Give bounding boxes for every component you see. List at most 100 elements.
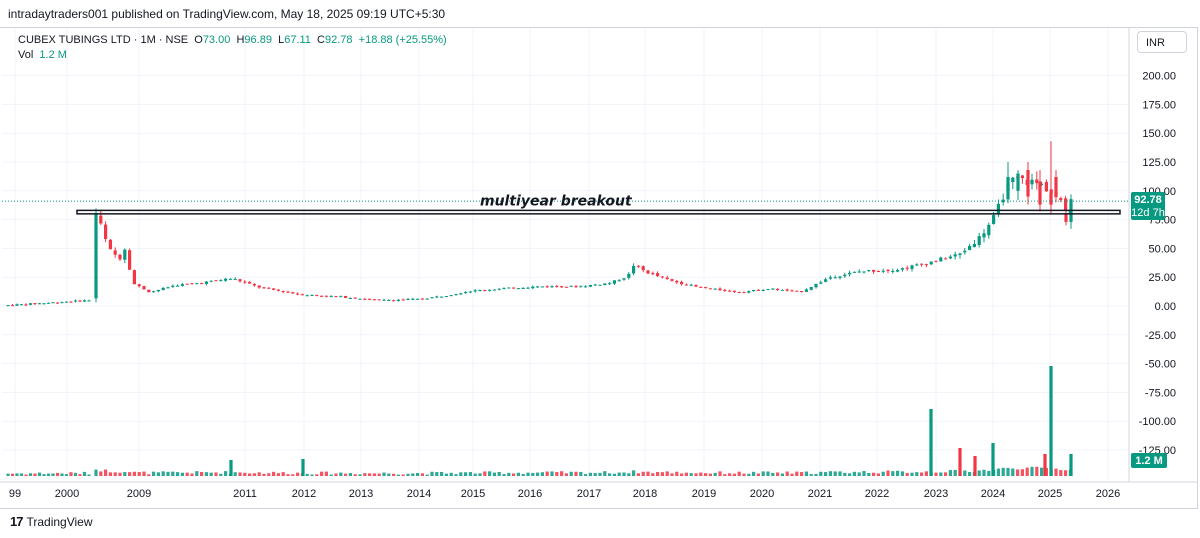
volume-bar xyxy=(660,472,664,476)
volume-bar xyxy=(267,473,271,476)
candle-body xyxy=(564,286,568,288)
candle-body xyxy=(617,280,621,282)
volume-bar xyxy=(147,474,151,476)
candle-body xyxy=(488,289,492,291)
candle-body xyxy=(69,301,73,303)
volume-spike-bar xyxy=(991,443,995,476)
candle-body xyxy=(257,285,261,288)
candle-body xyxy=(440,296,444,298)
candle-body xyxy=(660,276,664,278)
x-tick-label: 2024 xyxy=(981,488,1005,500)
volume-bar xyxy=(915,472,919,476)
candle-body xyxy=(612,280,616,284)
volume-bar xyxy=(910,472,914,476)
volume-bar xyxy=(214,472,218,476)
open-label: O xyxy=(194,34,203,46)
candle-body xyxy=(838,276,842,278)
volume-bar xyxy=(857,472,861,476)
volume-bar xyxy=(704,473,708,476)
candle-body xyxy=(87,300,91,302)
candle-body xyxy=(430,297,434,299)
candle-body xyxy=(982,233,986,238)
candle-body xyxy=(219,280,223,282)
candle-body xyxy=(1064,213,1068,222)
candle-body xyxy=(128,250,132,270)
volume-bar xyxy=(128,472,132,476)
candle-body xyxy=(560,286,564,288)
volume-badge xyxy=(1131,453,1167,468)
volume-bar xyxy=(377,473,381,476)
candle-body xyxy=(377,299,381,301)
volume-bar xyxy=(219,473,223,476)
volume-bar xyxy=(272,471,276,476)
volume-bar xyxy=(1025,467,1029,476)
candle-body xyxy=(996,203,1000,214)
volume-bar xyxy=(492,472,496,476)
volume-bar xyxy=(598,472,602,476)
volume-bar xyxy=(200,472,204,476)
candle-body xyxy=(843,274,847,277)
candle-body xyxy=(1020,175,1024,179)
symbol-title[interactable]: CUBEX TUBINGS LTD · 1M · NSE xyxy=(18,34,189,46)
volume-bar xyxy=(886,470,890,476)
volume-bar xyxy=(401,474,405,476)
currency-selector[interactable]: INR xyxy=(1137,31,1187,53)
volume-bar xyxy=(94,469,98,476)
volume-bar xyxy=(1006,467,1010,476)
volume-bar xyxy=(953,469,957,476)
candle-body xyxy=(756,289,760,291)
y-tick-label: 150.00 xyxy=(1142,128,1176,140)
candle-body xyxy=(948,256,952,259)
volume-bar xyxy=(28,473,33,476)
volume-label: Vol xyxy=(18,49,34,61)
candle-body xyxy=(1035,179,1039,184)
candle-body xyxy=(24,304,28,306)
volume-spike-bar xyxy=(958,448,962,476)
candle-body xyxy=(785,289,789,291)
volume-bar xyxy=(1064,470,1068,476)
candle-body xyxy=(123,249,127,260)
breakout-annotation[interactable]: multiyear breakout xyxy=(480,193,633,209)
candle-body xyxy=(819,282,823,284)
candle-body xyxy=(368,298,372,300)
candle-body xyxy=(454,294,458,296)
volume-bar xyxy=(64,474,69,476)
candle-body xyxy=(33,303,37,305)
candle-body xyxy=(291,292,295,294)
volume-bar xyxy=(99,471,103,476)
candle-body xyxy=(315,294,319,296)
volume-bar xyxy=(473,473,477,476)
breakout-box[interactable] xyxy=(76,209,1121,215)
volume-bar xyxy=(42,474,46,476)
volume-bar xyxy=(588,472,592,476)
candle-body xyxy=(790,290,794,292)
candle-body xyxy=(540,286,544,288)
y-tick-label: -75.00 xyxy=(1145,387,1176,399)
volume-bar xyxy=(1030,466,1034,476)
candle-body xyxy=(478,290,482,292)
x-tick-label: 2015 xyxy=(461,488,485,500)
volume-bar xyxy=(73,472,78,476)
volume-bar xyxy=(180,472,184,476)
candle-body xyxy=(1044,181,1048,192)
tradingview-wordmark: TradingView xyxy=(26,514,93,529)
candle-body xyxy=(531,286,535,289)
volume-bar xyxy=(872,472,876,476)
candle-body xyxy=(224,278,228,281)
candle-body xyxy=(881,270,885,272)
volume-value: 1.2 M xyxy=(39,49,67,61)
volume-bar xyxy=(574,471,578,476)
candle-body xyxy=(99,215,103,224)
volume-bar xyxy=(238,472,242,476)
volume-bar xyxy=(646,471,650,476)
volume-bar xyxy=(996,468,1000,476)
y-tick-label: -25.00 xyxy=(1145,330,1176,342)
candle-body xyxy=(636,265,640,267)
candle-body xyxy=(536,286,540,288)
volume-bar xyxy=(977,470,981,476)
candle-body xyxy=(780,289,784,291)
tradingview-logo[interactable]: 17 TradingView xyxy=(10,514,93,529)
candle-body xyxy=(6,305,10,307)
volume-bar xyxy=(161,471,165,476)
